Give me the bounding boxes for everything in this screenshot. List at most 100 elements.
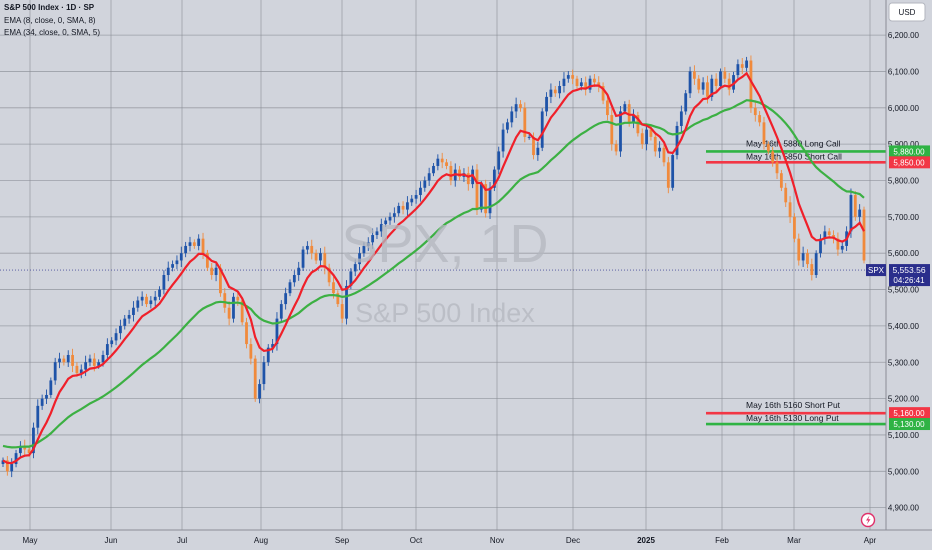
candle (119, 319, 122, 340)
candle (153, 291, 157, 307)
candle (779, 169, 783, 192)
candle (601, 82, 605, 105)
candle (375, 227, 379, 240)
candle (527, 133, 531, 140)
candle (71, 348, 74, 373)
candle (162, 270, 166, 295)
candle (14, 449, 18, 468)
candle (440, 152, 444, 169)
option-levels: May 16th 5880 Long Call May 16th 5850 Sho… (706, 138, 886, 426)
candle (371, 228, 375, 249)
candle (636, 111, 640, 137)
candle (288, 279, 292, 297)
candle (501, 123, 505, 158)
candle (36, 399, 40, 435)
candle (558, 80, 562, 99)
candle (723, 67, 727, 84)
candle (606, 95, 609, 121)
y-tick-label: 6,100.00 (888, 67, 920, 76)
y-tick-label: 6,200.00 (888, 31, 920, 40)
x-tick-label: Sep (335, 536, 350, 545)
currency-label[interactable]: USD (899, 8, 916, 17)
candle (427, 167, 431, 186)
candle (388, 212, 392, 225)
candle (136, 296, 140, 312)
candle (658, 141, 662, 158)
level-tag-value: 5,130.00 (893, 420, 925, 429)
x-tick-label: Jul (177, 536, 187, 545)
candle (710, 74, 714, 101)
candle (227, 301, 231, 326)
candle (466, 166, 470, 191)
candle (105, 338, 109, 361)
candle (10, 458, 14, 478)
candle (210, 263, 214, 280)
candle (853, 191, 857, 221)
candle (719, 68, 722, 89)
candle (788, 196, 792, 224)
candle (536, 141, 540, 161)
candlesticks (1, 55, 866, 478)
candle (753, 101, 757, 122)
candle (79, 364, 83, 379)
y-tick-label: 4,900.00 (888, 504, 920, 513)
candle (793, 213, 796, 243)
candle (693, 65, 696, 85)
x-tick-label: May (22, 536, 37, 545)
x-tick-label: Oct (410, 536, 423, 545)
level-tag-bg (889, 145, 930, 158)
indicator-ema-fast[interactable]: EMA (8, close, 0, SMA, 8) (4, 16, 96, 25)
candle (284, 287, 288, 310)
candle (336, 290, 340, 307)
candle (445, 159, 448, 170)
candle (197, 234, 201, 251)
candle (414, 189, 418, 204)
candle (771, 147, 775, 167)
candle (314, 249, 318, 265)
candle (614, 140, 618, 156)
level-tag-bg (889, 418, 930, 431)
candle (806, 249, 809, 269)
candle (353, 259, 357, 277)
level-label: May 16th 5130 Long Put (746, 413, 839, 423)
candle (223, 288, 227, 313)
ema-lines (2, 71, 865, 465)
candle (279, 300, 283, 323)
candle (18, 441, 22, 458)
candle (205, 249, 209, 272)
last-price-value: 5,553.56 (892, 265, 925, 275)
candle (666, 156, 670, 194)
candle (484, 179, 488, 218)
candle (258, 379, 261, 404)
candle (566, 71, 570, 83)
candle (271, 338, 275, 353)
candle (166, 261, 170, 282)
candle (436, 154, 440, 171)
symbol-watermark: SPX, 1D S&P 500 Index (341, 214, 548, 328)
candle (66, 350, 70, 367)
candle (819, 234, 822, 258)
price-axis[interactable]: 4,900.00 5,000.00 5,100.00 5,200.00 5,300.00… (888, 31, 920, 513)
candle (292, 270, 296, 287)
candle (701, 77, 705, 95)
grid-lines (0, 0, 886, 530)
y-tick-label: 5,800.00 (888, 177, 920, 186)
candle (406, 196, 409, 216)
level-label: May 16th 5880 Long Call (746, 138, 841, 148)
candle (584, 76, 588, 96)
y-tick-label: 5,300.00 (888, 358, 920, 367)
candle (714, 73, 718, 92)
time-axis[interactable]: May Jun Jul Aug Sep Oct Nov Dec 2025 Feb Mar Apr (22, 536, 876, 545)
indicator-ema-slow[interactable]: EMA (34, close, 0, SMA, 5) (4, 28, 100, 37)
candle (758, 111, 762, 127)
replay-icon[interactable] (860, 512, 876, 528)
candle (171, 260, 174, 272)
currency-button[interactable]: USD (888, 2, 926, 22)
candle (340, 299, 344, 323)
candle (132, 301, 135, 322)
candle (736, 59, 740, 80)
candle (810, 258, 814, 281)
y-tick-label: 5,600.00 (888, 249, 920, 258)
